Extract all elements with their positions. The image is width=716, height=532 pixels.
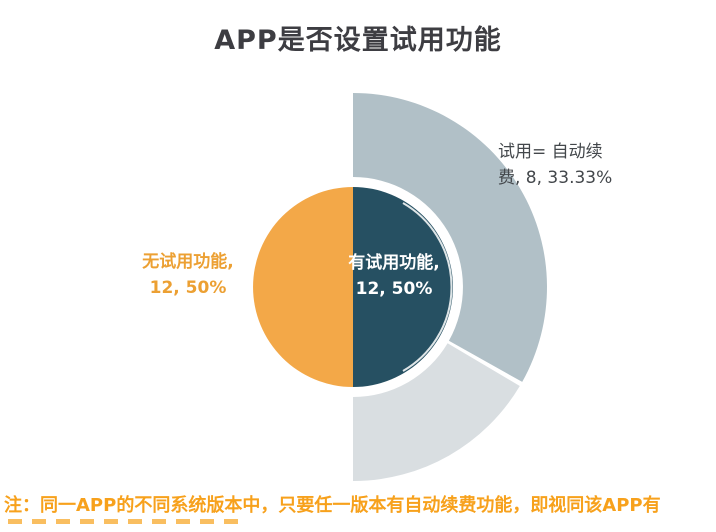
chart-title: APP是否设置试用功能 [214, 25, 502, 56]
data-label-no-trial-line2: 12, 50% [149, 278, 227, 298]
data-label-no-trial: 无试用功能, 12, 50% [114, 249, 262, 301]
data-label-no-trial-line1: 无试用功能, [142, 252, 234, 272]
data-label-outer-ring: 试用= 自动续 费, 8, 33.33% [498, 139, 678, 191]
footnote-second-line-clipped [8, 519, 248, 524]
data-label-outer-ring-line2: 费, 8, 33.33% [498, 168, 613, 188]
chart-footnote: 注：同一APP的不同系统版本中，只要任一版本有自动续费功能，即视同该APP有 [4, 495, 661, 516]
data-label-outer-ring-line1: 试用= 自动续 [498, 142, 603, 162]
slice-highlight-arc [402, 202, 453, 372]
pie-slice-no-trial[interactable] [253, 187, 353, 387]
data-label-has-trial-line2: 12, 50% [355, 279, 433, 299]
pie-slice-has-trial[interactable] [353, 187, 453, 387]
ring-slice-trial-auto-renew[interactable] [353, 93, 547, 382]
data-label-has-trial: 有试用功能, 12, 50% [326, 250, 462, 302]
ring-slice-unlabeled[interactable] [353, 343, 520, 481]
data-label-has-trial-line1: 有试用功能, [348, 253, 440, 273]
